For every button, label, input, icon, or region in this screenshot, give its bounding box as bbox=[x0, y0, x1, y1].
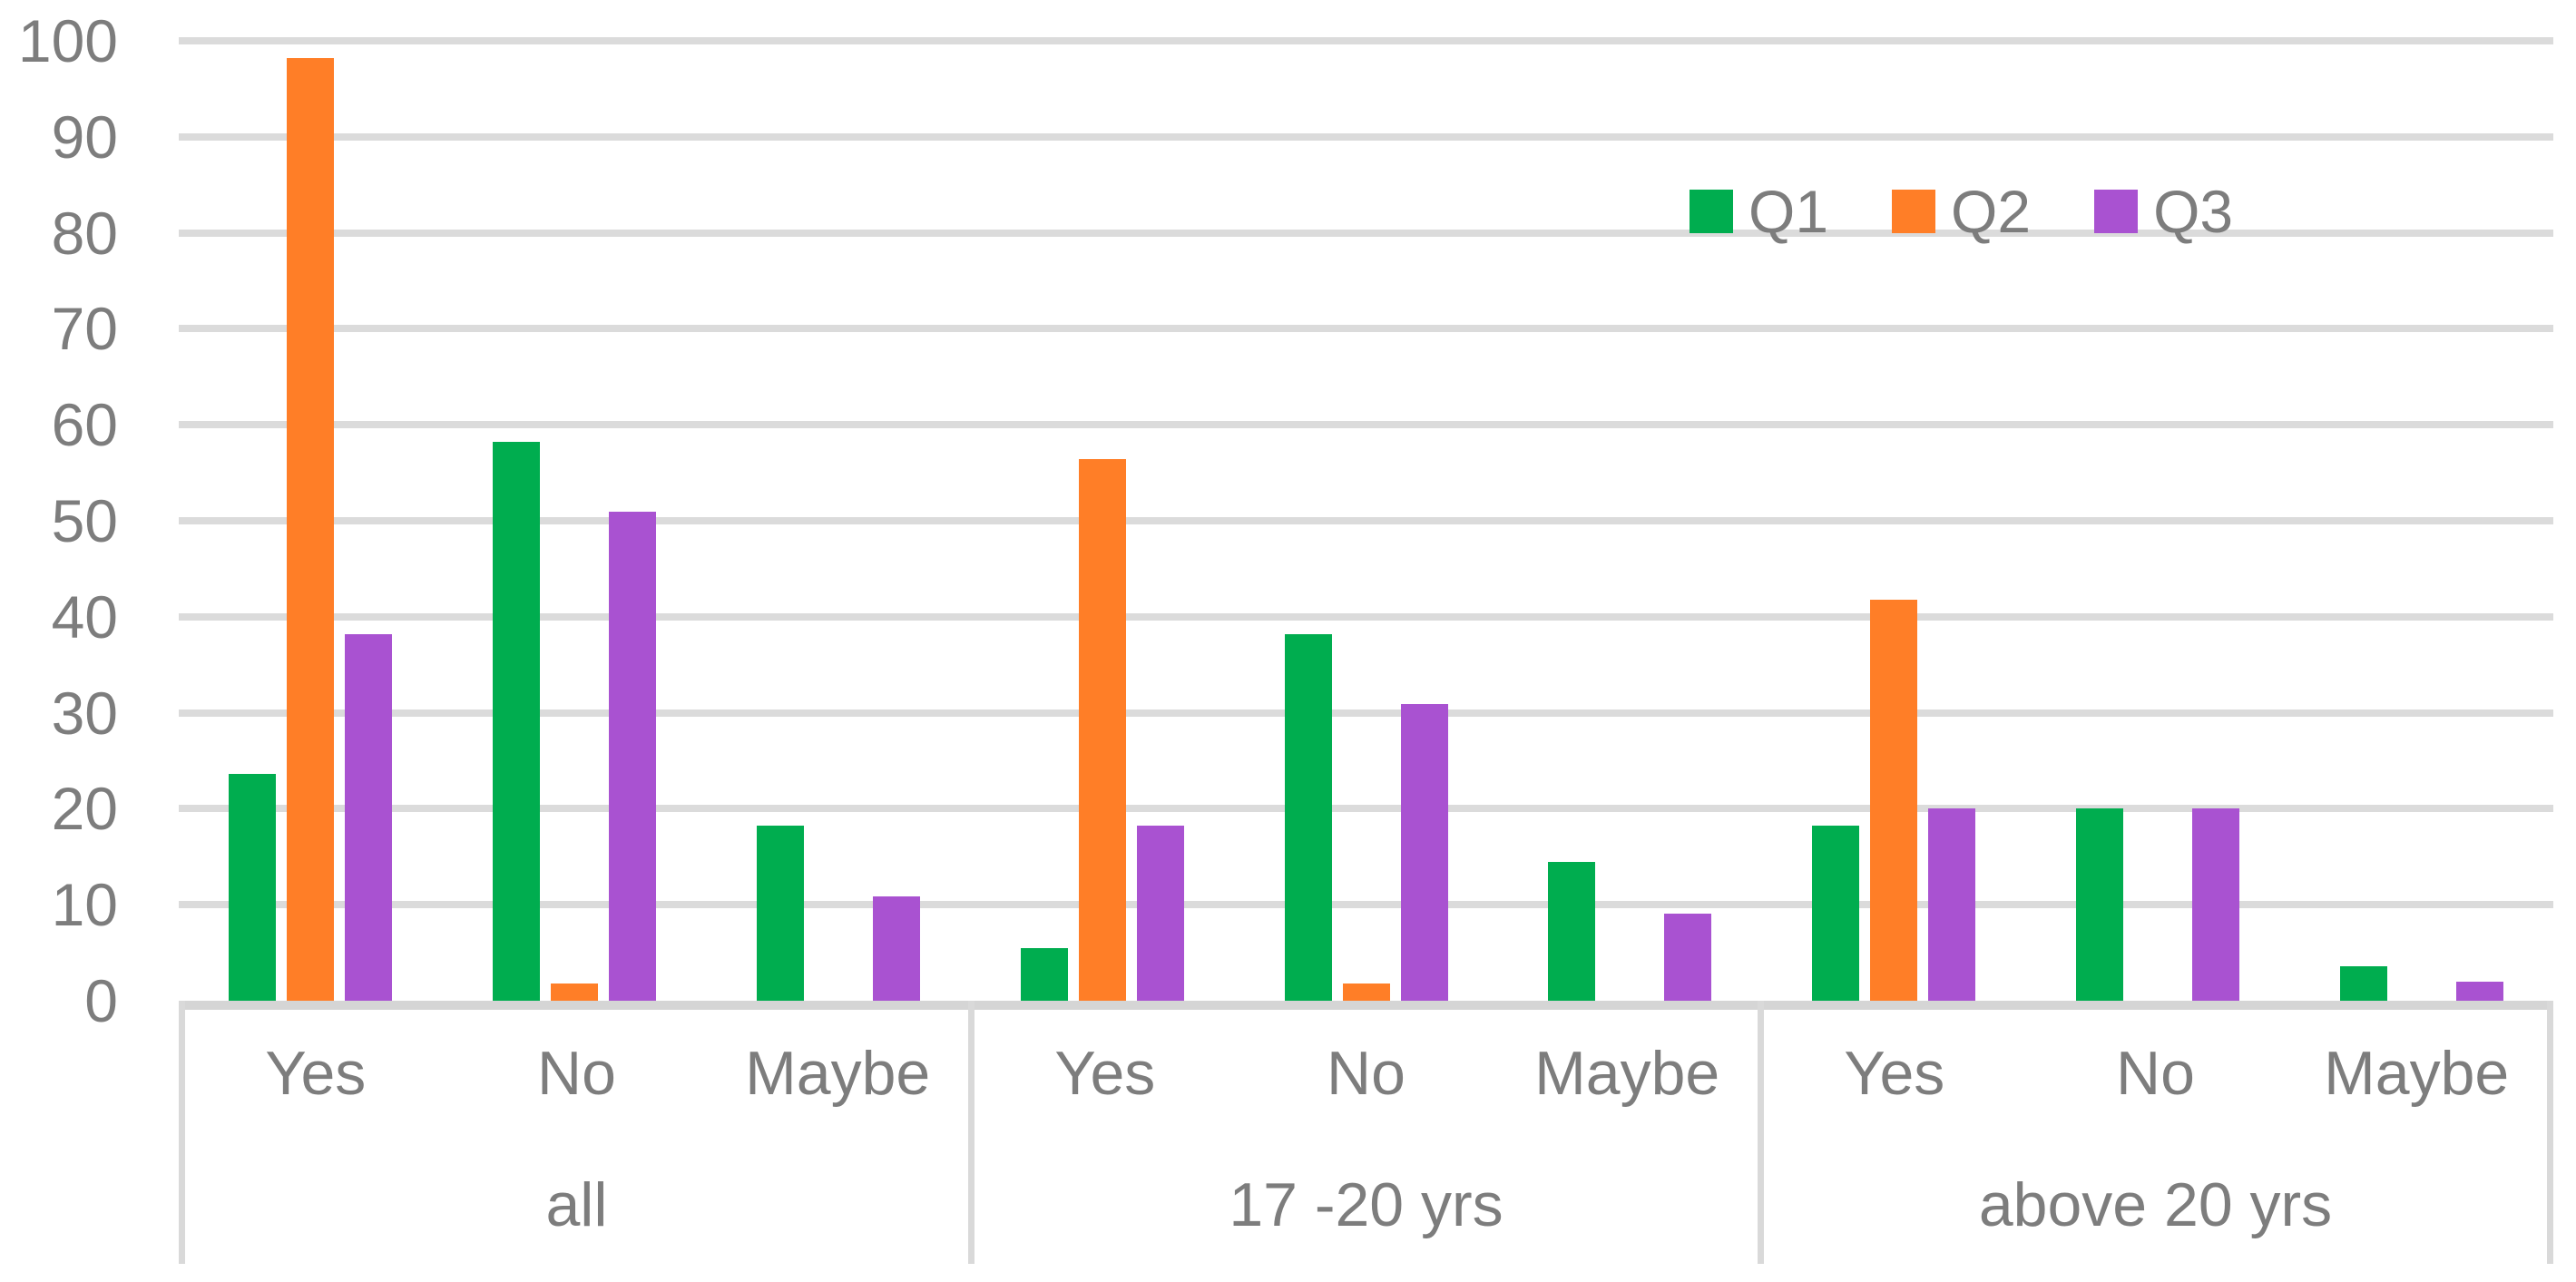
bar-cluster-above-20-yrs-yes bbox=[1762, 41, 2026, 1001]
gridline bbox=[179, 709, 2553, 717]
legend-item-q1: Q1 bbox=[1690, 175, 1828, 248]
gridline bbox=[179, 901, 2553, 909]
category-label: No bbox=[2116, 1039, 2195, 1108]
bar-q3-yes-all bbox=[345, 634, 393, 1001]
category-row: Yes No Maybe bbox=[975, 1001, 1758, 1146]
y-tick-label: 10 bbox=[51, 871, 118, 939]
y-tick-label: 30 bbox=[51, 679, 118, 747]
bar-cluster-17--20-yrs-maybe bbox=[1498, 41, 1762, 1001]
y-tick-label: 0 bbox=[84, 967, 118, 1034]
gridline bbox=[179, 805, 2553, 813]
category-label: Yes bbox=[1844, 1039, 1945, 1108]
bar-q3-no-above-20-yrs bbox=[2191, 808, 2239, 1001]
bar-q1-yes-above-20-yrs bbox=[1812, 826, 1860, 1001]
bar-cluster-all-maybe bbox=[707, 41, 971, 1001]
bar-q3-yes-17--20-yrs bbox=[1136, 826, 1184, 1001]
group-label-all: all bbox=[545, 1170, 608, 1239]
y-tick-label: 60 bbox=[51, 391, 118, 459]
bar-cluster-above-20-yrs-maybe bbox=[2289, 41, 2553, 1001]
y-tick-label: 50 bbox=[51, 487, 118, 554]
y-axis: 0 10 20 30 40 50 60 70 80 90 100 bbox=[0, 0, 118, 1282]
bar-q1-no-above-20-yrs bbox=[2075, 808, 2123, 1001]
legend-label-q1: Q1 bbox=[1748, 178, 1829, 245]
y-tick-label: 100 bbox=[17, 7, 118, 74]
x-group-above-20-yrs: Yes No Maybe above 20 yrs bbox=[1758, 1001, 2547, 1264]
category-label: No bbox=[1327, 1039, 1406, 1108]
bar-cluster-all-yes bbox=[179, 41, 443, 1001]
bar-q3-maybe-17--20-yrs bbox=[1664, 914, 1712, 1001]
x-axis-label-table: Yes No Maybe all Yes No Maybe 17 -20 yrs… bbox=[179, 1001, 2553, 1264]
bar-cluster-above-20-yrs-no bbox=[2025, 41, 2289, 1001]
y-tick-label: 70 bbox=[51, 295, 118, 363]
legend-item-q2: Q2 bbox=[1892, 175, 2031, 248]
plot-area bbox=[179, 37, 2553, 1010]
x-group-all: Yes No Maybe all bbox=[179, 1001, 968, 1264]
category-label: Maybe bbox=[745, 1039, 931, 1108]
bar-q1-yes-all bbox=[229, 774, 277, 1001]
bar-q3-no-17--20-yrs bbox=[1400, 704, 1448, 1001]
group-label-17-20-yrs: 17 -20 yrs bbox=[1229, 1170, 1503, 1239]
bar-q1-no-all bbox=[493, 442, 541, 1001]
gridline bbox=[179, 612, 2553, 621]
legend-label-q3: Q3 bbox=[2153, 178, 2234, 245]
bar-q1-yes-17--20-yrs bbox=[1020, 948, 1068, 1001]
q3-swatch-icon bbox=[2094, 190, 2139, 233]
bar-q3-no-all bbox=[609, 512, 657, 1001]
bar-q3-maybe-above-20-yrs bbox=[2455, 982, 2503, 1001]
legend-label-q2: Q2 bbox=[1951, 178, 2032, 245]
group-label-above-20-yrs: above 20 yrs bbox=[1978, 1170, 2333, 1239]
category-label: Maybe bbox=[1534, 1039, 1720, 1108]
q1-swatch-icon bbox=[1690, 190, 1733, 233]
y-tick-label: 20 bbox=[51, 775, 118, 843]
gridline bbox=[179, 517, 2553, 524]
y-tick-label: 90 bbox=[51, 103, 118, 171]
bar-q2-yes-all bbox=[287, 58, 335, 1001]
category-label: Maybe bbox=[2324, 1039, 2510, 1108]
y-tick-label: 80 bbox=[51, 199, 118, 267]
category-row: Yes No Maybe bbox=[1764, 1001, 2547, 1146]
category-row: Yes No Maybe bbox=[185, 1001, 968, 1146]
gridline bbox=[179, 132, 2553, 141]
bar-q2-yes-above-20-yrs bbox=[1870, 600, 1918, 1001]
bar-q2-no-17--20-yrs bbox=[1342, 984, 1390, 1001]
bar-q1-maybe-above-20-yrs bbox=[2339, 966, 2387, 1001]
bar-cluster-17--20-yrs-yes bbox=[970, 41, 1234, 1001]
gridline bbox=[179, 421, 2553, 429]
q2-swatch-icon bbox=[1892, 190, 1936, 233]
bar-q1-maybe-17--20-yrs bbox=[1548, 862, 1596, 1001]
y-tick-label: 40 bbox=[51, 582, 118, 651]
category-label: Yes bbox=[1054, 1039, 1156, 1108]
gridline bbox=[179, 229, 2553, 237]
bar-q2-no-all bbox=[551, 984, 599, 1001]
bar-q2-yes-17--20-yrs bbox=[1078, 459, 1126, 1001]
gridline bbox=[179, 37, 2553, 44]
category-label: Yes bbox=[265, 1039, 367, 1108]
bars-layer bbox=[179, 41, 2553, 1001]
bar-q1-maybe-all bbox=[756, 826, 804, 1001]
bar-q3-maybe-all bbox=[872, 896, 920, 1001]
x-group-17-20-yrs: Yes No Maybe 17 -20 yrs bbox=[968, 1001, 1758, 1264]
bar-q1-no-17--20-yrs bbox=[1284, 634, 1332, 1001]
bar-cluster-17--20-yrs-no bbox=[1234, 41, 1498, 1001]
bar-cluster-all-no bbox=[443, 41, 707, 1001]
legend-item-q3: Q3 bbox=[2094, 175, 2233, 248]
x-axis-line bbox=[179, 1001, 2553, 1010]
category-label: No bbox=[537, 1039, 616, 1108]
gridline bbox=[179, 325, 2553, 333]
legend: Q1 Q2 Q3 bbox=[1690, 175, 2233, 248]
bar-q3-yes-above-20-yrs bbox=[1928, 808, 1976, 1001]
